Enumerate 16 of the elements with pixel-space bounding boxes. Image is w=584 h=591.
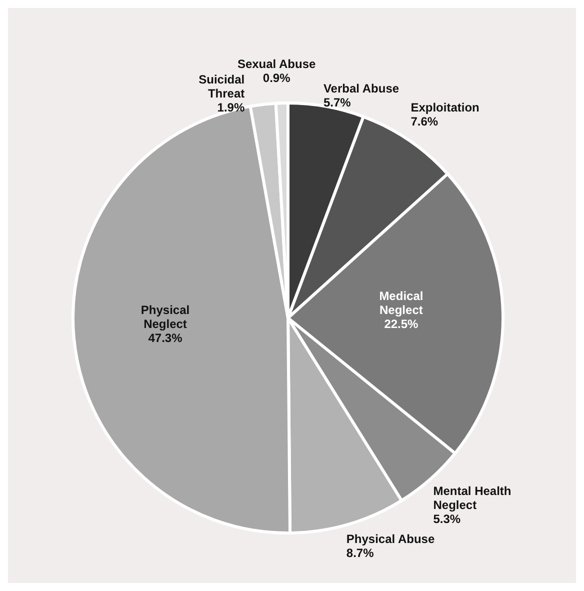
- slice-label: Suicidal Threat: [198, 72, 245, 101]
- data-label: 5.3%: [433, 512, 461, 526]
- slice-label: Physical Neglect: [140, 302, 190, 331]
- slice-label: Physical Abuse: [346, 532, 435, 546]
- slice-label: Verbal Abuse: [323, 82, 400, 96]
- data-label: 5.7%: [323, 96, 352, 110]
- data-label: 8.7%: [346, 546, 374, 560]
- slice-label: Sexual Abuse: [237, 57, 316, 72]
- data-label: 0.9%: [262, 71, 291, 86]
- slice-label: Exploitation: [410, 100, 480, 114]
- data-label: 22.5%: [384, 316, 419, 331]
- data-label: 47.3%: [148, 330, 183, 345]
- slice-label: Mental Health Neglect: [433, 484, 512, 512]
- slice-label: Medical Neglect: [379, 288, 424, 317]
- data-label: 7.6%: [410, 114, 438, 128]
- data-label: 1.9%: [217, 100, 245, 115]
